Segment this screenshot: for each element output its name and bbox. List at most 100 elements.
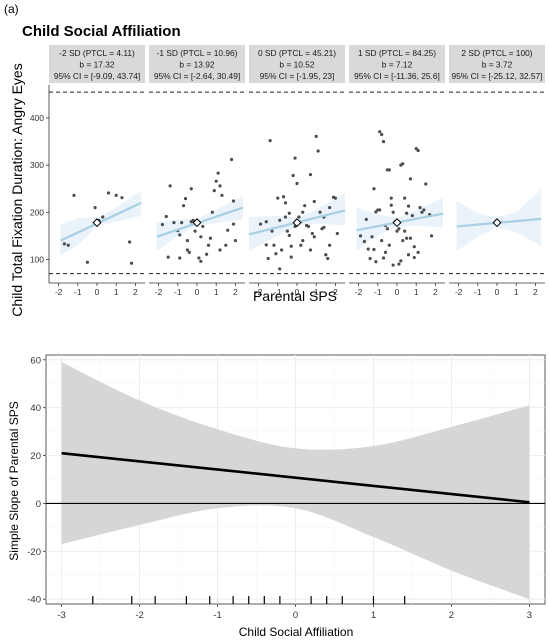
- data-point: [403, 196, 407, 200]
- data-point: [178, 233, 182, 237]
- x-tick-label: 0: [395, 287, 400, 297]
- strip-text-line: b = 7.12: [382, 60, 413, 70]
- data-point: [160, 222, 165, 227]
- confidence-band: [61, 362, 530, 600]
- x-tick-label: -1: [274, 287, 282, 297]
- data-point: [395, 229, 399, 233]
- strip-text-line: -1 SD (PTCL = 10.96): [157, 48, 238, 58]
- data-point: [378, 208, 382, 212]
- data-point: [178, 256, 182, 260]
- data-point: [201, 224, 205, 229]
- data-point: [181, 204, 186, 208]
- data-point: [183, 197, 188, 201]
- data-point: [406, 204, 411, 208]
- data-point: [172, 221, 176, 225]
- strip-text-line: 2 SD (PTCL = 100): [461, 48, 532, 58]
- x-tick-label: -3: [57, 610, 65, 621]
- data-point: [335, 231, 339, 236]
- x-tick-label: 1: [214, 287, 219, 297]
- bottom-y-axis-title: Simple Slope of Parental SPS: [7, 401, 21, 560]
- fit-line: [60, 201, 142, 242]
- data-point: [268, 139, 272, 143]
- strip-text-line: 0 SD (PTCL = 45.21): [258, 48, 336, 58]
- data-point: [66, 243, 70, 247]
- data-point: [295, 181, 299, 186]
- data-point: [422, 208, 426, 212]
- data-point: [218, 248, 222, 252]
- x-tick-label: 3: [527, 610, 532, 621]
- y-tick-label: 20: [30, 451, 41, 462]
- top-y-axis-title: Child Total Fixation Duration: Angry Eye…: [9, 63, 25, 316]
- data-point: [272, 243, 276, 247]
- data-point: [408, 236, 413, 240]
- data-point: [405, 211, 409, 215]
- x-tick-label: 2: [533, 287, 538, 297]
- x-tick-label: -1: [74, 287, 82, 297]
- data-point: [303, 204, 307, 208]
- x-tick-label: 0: [295, 287, 300, 297]
- data-point: [403, 229, 407, 233]
- data-point: [233, 238, 237, 243]
- data-point: [328, 243, 332, 247]
- data-point: [297, 215, 301, 219]
- x-tick-label: -1: [213, 610, 221, 621]
- data-point: [289, 244, 293, 248]
- data-point: [378, 130, 382, 134]
- x-tick-label: 1: [114, 287, 119, 297]
- strip-text-line: -2 SD (PTCL = 4.11): [59, 48, 135, 58]
- x-tick-label: 1: [514, 287, 519, 297]
- data-point: [216, 171, 220, 175]
- panel-label: (a): [4, 2, 19, 16]
- simple-slope-chart: -3 -2 -1 0 1 2 3 -40 -20 0 20 40 60: [27, 354, 546, 621]
- data-point: [189, 187, 193, 191]
- data-point: [301, 210, 305, 214]
- x-tick-label: -2: [55, 287, 63, 297]
- data-point: [310, 231, 314, 236]
- data-point: [199, 235, 203, 239]
- data-point: [312, 235, 316, 239]
- x-tick-label: -2: [255, 287, 263, 297]
- x-tick-label: 0: [195, 287, 200, 297]
- data-point: [399, 259, 403, 263]
- data-point: [316, 149, 320, 153]
- data-point: [322, 225, 326, 229]
- data-point: [328, 205, 332, 210]
- data-point: [405, 236, 409, 240]
- strip-text-line: 1 SD (PTCL = 84.25): [358, 48, 436, 58]
- bottom-x-axis-title: Child Social Affiliation: [239, 625, 354, 639]
- data-point: [406, 253, 411, 257]
- data-point: [366, 247, 370, 251]
- data-point: [389, 203, 393, 207]
- data-point: [408, 177, 413, 181]
- data-point: [420, 210, 424, 214]
- strip-text-line: 95% CI = [-25.12, 32.57]: [451, 71, 542, 81]
- data-point: [218, 184, 222, 188]
- data-point: [381, 256, 386, 260]
- data-point: [370, 235, 374, 239]
- data-point: [429, 234, 434, 238]
- data-point: [416, 250, 420, 254]
- x-tick-label: 0: [95, 287, 100, 297]
- data-point: [387, 243, 391, 247]
- data-point: [401, 162, 405, 166]
- data-point: [280, 248, 284, 252]
- chart-title: Child Social Affiliation: [22, 23, 181, 40]
- facet-strip: [349, 45, 445, 83]
- data-point: [264, 243, 268, 247]
- strip-text-line: 95% CI = [-11.36, 25.6]: [354, 71, 440, 81]
- data-point: [114, 193, 118, 197]
- data-point: [299, 243, 303, 247]
- data-point: [62, 242, 66, 246]
- data-point: [401, 238, 405, 243]
- data-point: [214, 179, 218, 183]
- data-point: [416, 148, 420, 153]
- data-point: [397, 227, 401, 231]
- x-tick-label: -1: [374, 287, 382, 297]
- data-point: [185, 238, 189, 243]
- data-point: [306, 224, 311, 229]
- data-point: [197, 256, 201, 260]
- data-point: [326, 256, 330, 261]
